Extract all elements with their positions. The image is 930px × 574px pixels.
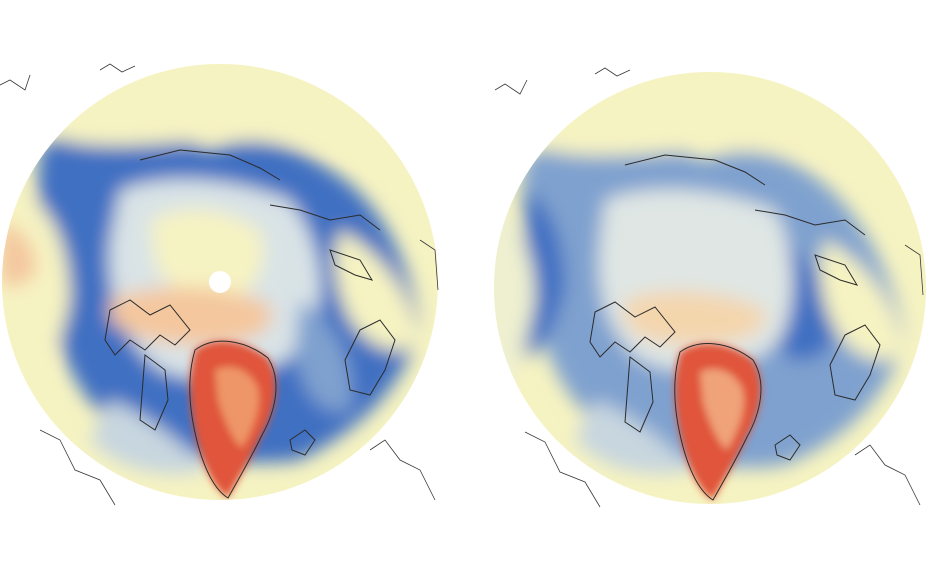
- left-polar-map-panel: [0, 63, 439, 506]
- west-orange-patch: [2, 220, 36, 287]
- outer-coast-e: [904, 244, 924, 296]
- baffin-coast: [139, 354, 169, 431]
- siberian-coast: [139, 149, 281, 181]
- peach-band: [110, 287, 272, 345]
- east-cream-land: [334, 230, 420, 351]
- small-island-coast: [289, 429, 316, 456]
- archipelago-coast: [104, 299, 191, 356]
- east-cream-land: [819, 240, 905, 361]
- north-pole-hole: [209, 271, 231, 293]
- south-pale-blue: [90, 400, 210, 474]
- greenland-coast: [674, 343, 762, 501]
- east-mid-blue: [295, 300, 352, 412]
- eastern-coast: [829, 324, 881, 401]
- outer-coast-n: [594, 67, 631, 77]
- island-coast: [814, 254, 859, 286]
- outer-coastlines: [494, 67, 924, 508]
- peach-band: [625, 291, 766, 345]
- greenland-coast: [189, 340, 277, 499]
- north-cream-land: [545, 72, 905, 180]
- outer-coast-n: [99, 63, 136, 73]
- greenland-orange-core: [215, 366, 259, 448]
- island-coast: [329, 249, 374, 281]
- archipelago-coast: [589, 301, 676, 358]
- coastlines: [589, 154, 881, 501]
- outer-coast-se: [369, 439, 436, 501]
- outer-coast-se: [854, 444, 921, 506]
- central-cream-patch: [150, 209, 264, 301]
- right-polar-map: [494, 67, 926, 508]
- outer-coastlines: [0, 63, 439, 506]
- siberian-coast: [624, 154, 766, 186]
- coastlines: [104, 149, 396, 499]
- right-map-field: [494, 72, 926, 504]
- south-pale-blue: [575, 400, 695, 474]
- outer-coast-sw: [39, 429, 116, 506]
- eastern-coast: [344, 319, 396, 396]
- west-deep-blue: [525, 190, 565, 360]
- small-island-coast: [774, 434, 801, 461]
- greenland-orange-core: [700, 368, 744, 450]
- left-polar-map: [0, 63, 439, 506]
- outer-coast-sw: [524, 431, 601, 508]
- outer-coast-nw: [0, 74, 31, 91]
- northern-coast: [754, 209, 866, 236]
- north-cream-land: [60, 64, 420, 170]
- left-map-field: [2, 64, 438, 500]
- northern-coast: [269, 204, 381, 231]
- outer-coast-e: [419, 239, 439, 291]
- outer-coast-nw: [494, 79, 528, 95]
- right-polar-map-panel: [465, 0, 930, 574]
- baffin-coast: [624, 356, 654, 433]
